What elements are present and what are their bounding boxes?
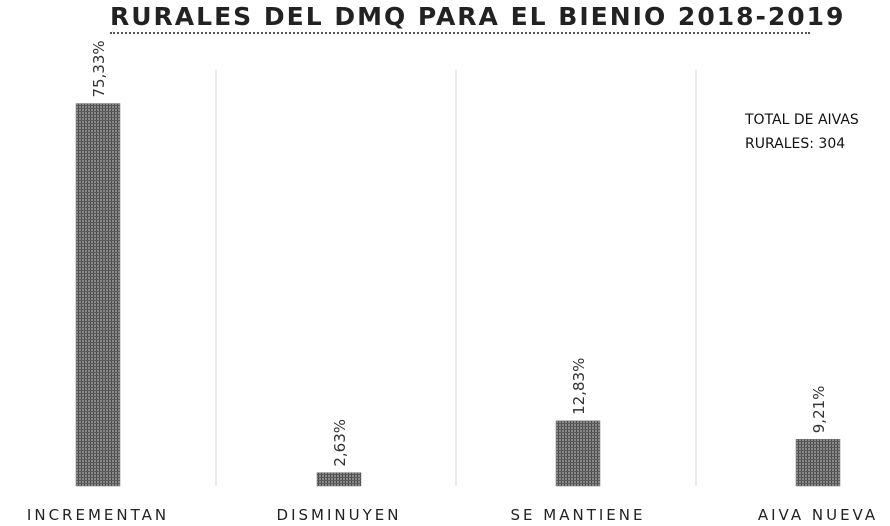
chart-title: RURALES DEL DMQ PARA EL BIENIO 2018-2019 [110, 2, 843, 34]
data-label-incrementan: 75,33% [90, 40, 108, 97]
x-tick-aiva-nueva: AIVA NUEVA [758, 506, 878, 524]
x-tick-disminuyen: DISMINUYEN [277, 506, 402, 524]
annotation-total-line-2: RURALES: 304 [745, 136, 845, 152]
x-tick-se-mantiene: SE MANTIENE [511, 506, 646, 524]
data-label-aiva-nueva: 9,21% [810, 386, 828, 434]
x-tick-incrementan: INCREMENTAN [27, 506, 169, 524]
gridlines [215, 70, 697, 486]
data-label-disminuyen: 2,63% [331, 419, 349, 467]
annotation-total-line-1: TOTAL DE AIVAS [744, 112, 859, 128]
data-labels: 75,33% 2,63% 12,83% 9,21% [90, 40, 828, 466]
bar-se-mantiene [555, 420, 601, 487]
data-label-se-mantiene: 12,83% [570, 358, 588, 415]
bar-incrementan [75, 103, 121, 487]
bar-disminuyen [316, 472, 362, 487]
bars [75, 103, 841, 487]
bar-aiva-nueva [795, 438, 841, 487]
x-axis-tick-labels: INCREMENTAN DISMINUYEN SE MANTIENE AIVA NUE… [27, 506, 878, 524]
